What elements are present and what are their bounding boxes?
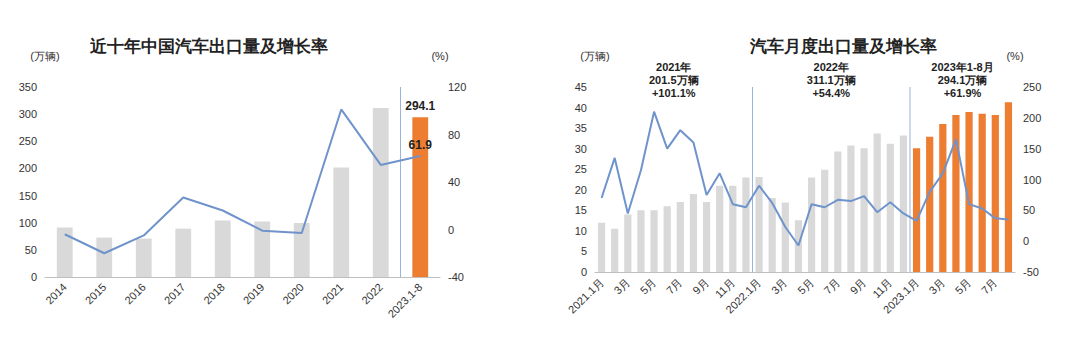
svg-text:0: 0	[1023, 235, 1029, 247]
svg-text:2016: 2016	[122, 281, 148, 307]
svg-text:7月: 7月	[664, 276, 685, 297]
svg-text:25: 25	[575, 163, 587, 175]
svg-text:0: 0	[448, 224, 454, 236]
svg-text:0: 0	[581, 266, 587, 278]
svg-text:5: 5	[581, 245, 587, 257]
svg-text:2021: 2021	[320, 281, 346, 307]
svg-text:150: 150	[1023, 143, 1041, 155]
svg-text:7月: 7月	[979, 276, 1000, 297]
svg-text:40: 40	[448, 176, 460, 188]
svg-text:2023年1-8月: 2023年1-8月	[931, 61, 993, 73]
svg-text:近十年中国汽车出口量及增长率: 近十年中国汽车出口量及增长率	[89, 37, 328, 56]
svg-text:2020: 2020	[280, 281, 306, 307]
svg-text:2021年: 2021年	[656, 61, 691, 73]
svg-text:100: 100	[19, 217, 37, 229]
svg-text:80: 80	[448, 129, 460, 141]
svg-text:200: 200	[19, 162, 37, 174]
svg-text:2018: 2018	[201, 281, 227, 307]
svg-text:100: 100	[1023, 174, 1041, 186]
svg-text:150: 150	[19, 190, 37, 202]
svg-text:45: 45	[575, 81, 587, 93]
svg-text:120: 120	[448, 81, 466, 93]
svg-text:2021.1月: 2021.1月	[566, 276, 606, 316]
svg-text:7月: 7月	[821, 276, 842, 297]
svg-text:2017: 2017	[162, 281, 188, 307]
svg-text:201.5万辆: 201.5万辆	[649, 74, 699, 86]
svg-text:11月: 11月	[870, 275, 895, 301]
svg-text:200: 200	[1023, 112, 1041, 124]
svg-text:15: 15	[575, 204, 587, 216]
svg-text:3月: 3月	[769, 276, 790, 297]
svg-text:汽车月度出口量及增长率: 汽车月度出口量及增长率	[749, 37, 937, 56]
svg-text:9月: 9月	[690, 276, 711, 297]
svg-text:2023.1-8: 2023.1-8	[385, 281, 424, 320]
svg-text:(%): (%)	[1006, 50, 1023, 62]
svg-text:(%): (%)	[431, 50, 448, 62]
svg-text:2014: 2014	[43, 281, 69, 307]
svg-text:61.9: 61.9	[409, 138, 433, 152]
svg-text:30: 30	[575, 143, 587, 155]
svg-text:300: 300	[19, 108, 37, 120]
svg-text:250: 250	[19, 135, 37, 147]
svg-text:350: 350	[19, 81, 37, 93]
svg-text:2019: 2019	[241, 281, 267, 307]
svg-text:50: 50	[25, 244, 37, 256]
svg-text:-50: -50	[1023, 266, 1039, 278]
svg-text:+101.1%: +101.1%	[652, 87, 696, 99]
svg-text:2022年: 2022年	[814, 61, 849, 73]
svg-text:11月: 11月	[712, 275, 738, 301]
svg-text:294.1万辆: 294.1万辆	[938, 74, 988, 86]
svg-text:+54.4%: +54.4%	[812, 87, 850, 99]
svg-text:(万辆): (万辆)	[580, 50, 609, 62]
svg-text:5月: 5月	[953, 276, 974, 297]
svg-text:3月: 3月	[611, 276, 632, 297]
svg-text:2015: 2015	[83, 281, 109, 307]
svg-text:5月: 5月	[795, 276, 816, 297]
svg-text:20: 20	[575, 184, 587, 196]
svg-text:2022: 2022	[359, 281, 385, 307]
svg-text:311.1万辆: 311.1万辆	[807, 74, 856, 86]
svg-text:+61.9%: +61.9%	[944, 87, 982, 99]
svg-text:(万辆): (万辆)	[30, 50, 59, 62]
svg-text:-40: -40	[448, 271, 464, 283]
svg-text:5月: 5月	[638, 276, 659, 297]
svg-text:9月: 9月	[848, 276, 869, 297]
svg-text:10: 10	[575, 225, 587, 237]
svg-text:2023.1月: 2023.1月	[881, 276, 921, 316]
svg-text:294.1: 294.1	[405, 99, 435, 113]
svg-text:250: 250	[1023, 81, 1041, 93]
svg-text:3月: 3月	[926, 276, 947, 297]
svg-text:35: 35	[575, 122, 587, 134]
svg-text:50: 50	[1023, 204, 1035, 216]
svg-text:0: 0	[31, 271, 37, 283]
svg-text:2022.1月: 2022.1月	[723, 276, 763, 316]
svg-text:40: 40	[575, 102, 587, 114]
